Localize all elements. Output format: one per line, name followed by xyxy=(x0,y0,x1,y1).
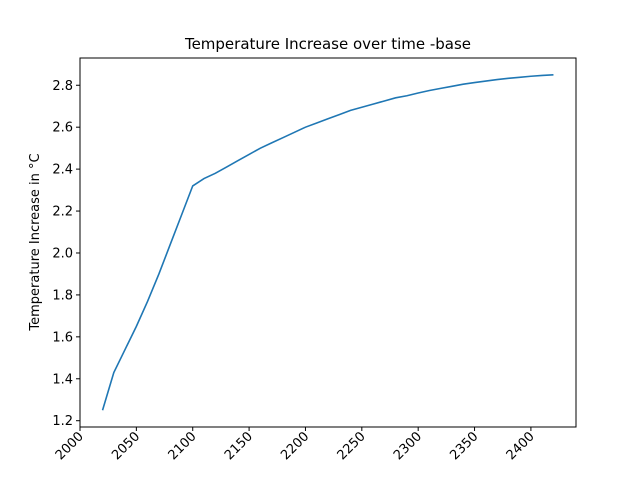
y-tick-label: 2.8 xyxy=(52,79,73,94)
y-tick-label: 1.6 xyxy=(52,330,73,345)
x-tick-label: 2400 xyxy=(504,429,538,463)
data-line xyxy=(101,73,554,411)
y-tick-label: 2.0 xyxy=(52,246,73,261)
x-tick-label: 2250 xyxy=(335,429,369,463)
y-tick-label: 1.8 xyxy=(52,288,73,303)
y-tick-label: 1.4 xyxy=(52,372,73,387)
plot-frame xyxy=(79,57,577,428)
y-tick-label: 2.6 xyxy=(52,121,73,136)
y-tick-label: 2.2 xyxy=(52,205,73,220)
x-tick-label: 2050 xyxy=(109,429,143,463)
x-tick-label: 2100 xyxy=(166,429,200,463)
x-tick-label: 2150 xyxy=(222,429,256,463)
x-tick-label: 2000 xyxy=(53,429,87,463)
y-tick-label: 2.4 xyxy=(52,163,73,178)
x-tick-label: 2300 xyxy=(391,429,425,463)
y-tick-label: 1.2 xyxy=(52,414,73,429)
y-axis-label: Temperature Increase in °C xyxy=(28,153,43,331)
chart-title: Temperature Increase over time -base xyxy=(184,35,471,53)
x-tick-label: 2200 xyxy=(278,429,312,463)
x-tick-label: 2350 xyxy=(447,429,481,463)
